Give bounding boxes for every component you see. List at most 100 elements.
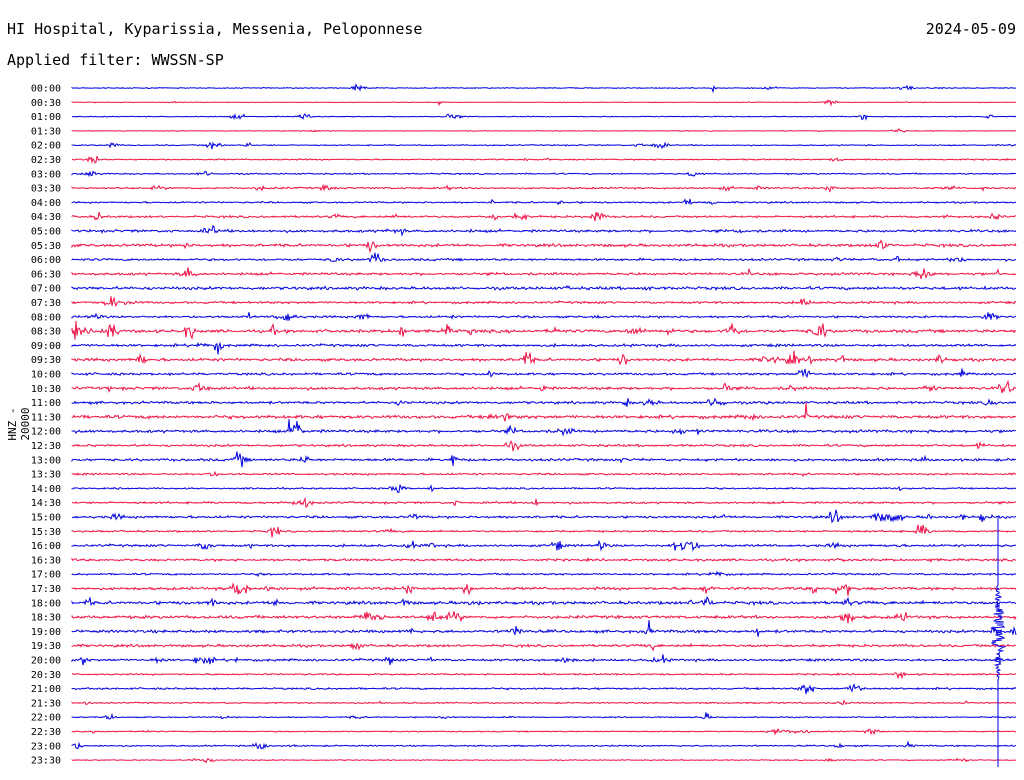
seismic-trace [71,419,1017,437]
seismic-trace [71,224,1017,237]
time-label: 12:00 [31,427,61,438]
time-label: 01:00 [31,112,61,123]
time-label: 13:30 [31,470,61,481]
time-label: 17:30 [31,584,61,595]
seismic-trace [71,296,1017,308]
time-label: 21:30 [31,698,61,709]
time-label: 18:30 [31,613,61,624]
time-label: 21:00 [31,684,61,695]
seismic-trace [71,727,1017,736]
seismic-trace [71,402,1017,422]
seismic-trace [71,341,1017,355]
date-label: 2024-05-09 [925,20,1016,38]
seismic-trace [71,582,1017,596]
seismic-trace [71,496,1017,509]
time-label: 11:30 [31,412,61,423]
time-label: 00:00 [31,84,61,95]
time-label: 19:00 [31,627,61,638]
time-label: 09:30 [31,355,61,366]
time-label: 00:30 [31,98,61,109]
seismic-trace [71,596,1017,607]
time-label: 04:00 [31,198,61,209]
seismic-trace [71,252,1017,263]
time-label: 20:00 [31,656,61,667]
seismic-trace [71,484,1017,494]
seismic-trace [71,99,1017,107]
filter-label: Applied filter: WWSSN-SP [7,51,224,69]
seismic-trace [71,757,1017,764]
time-label: 12:30 [31,441,61,452]
earthquake-signal [990,517,1007,767]
seismic-trace [71,211,1017,222]
time-label: 13:00 [31,455,61,466]
time-label: 16:30 [31,555,61,566]
time-label: 15:00 [31,513,61,524]
seismic-trace [71,671,1017,680]
seismic-trace [71,451,1017,468]
seismic-trace [71,170,1017,178]
time-label: 18:00 [31,598,61,609]
seismic-trace [71,642,1017,652]
time-label: 02:00 [31,141,61,152]
seismic-trace [71,141,1017,150]
seismic-trace [71,198,1017,206]
seismic-trace [71,379,1017,394]
time-label: 23:30 [31,756,61,767]
time-label: 08:00 [31,312,61,323]
seismic-trace [71,397,1017,407]
time-label: 22:30 [31,727,61,738]
time-label: 14:00 [31,484,61,495]
time-label: 04:30 [31,212,61,223]
time-label: 10:00 [31,370,61,381]
time-label: 15:30 [31,527,61,538]
time-label: 09:00 [31,341,61,352]
station-title: HI Hospital, Kyparissia, Messenia, Pelop… [7,20,423,38]
seismic-trace [71,654,1017,666]
seismic-trace [71,611,1017,624]
seismic-trace [71,239,1017,254]
time-label: 01:30 [31,126,61,137]
seismic-trace [71,439,1017,452]
seismic-trace [71,539,1017,552]
seismic-trace [71,524,1017,538]
time-label: 11:00 [31,398,61,409]
seismic-trace [71,320,1017,341]
seismic-trace [71,470,1017,477]
time-label: 05:00 [31,227,61,238]
seismic-trace [71,712,1017,720]
seismic-trace [71,620,1017,637]
seismic-trace [71,699,1017,706]
seismic-trace [71,570,1017,578]
time-label: 08:30 [31,327,61,338]
time-label: 17:00 [31,570,61,581]
seismic-trace [71,740,1017,750]
seismic-trace [71,682,1017,695]
time-label: 06:30 [31,269,61,280]
time-label: 23:00 [31,741,61,752]
time-label: 05:30 [31,241,61,252]
seismic-trace [71,509,1017,524]
seismic-trace [71,350,1017,366]
seismic-trace [71,312,1017,321]
seismic-trace [71,83,1017,94]
seismic-trace [71,128,1017,133]
seismic-trace [71,284,1017,292]
time-label: 19:30 [31,641,61,652]
time-label: 03:30 [31,184,61,195]
time-label: 22:00 [31,713,61,724]
seismic-trace [71,267,1017,280]
time-label: 07:00 [31,284,61,295]
seismic-trace [72,113,1017,121]
time-label: 16:00 [31,541,61,552]
seismic-trace [71,368,1017,379]
seismic-trace [71,556,1017,563]
time-label: 20:30 [31,670,61,681]
time-label: 14:30 [31,498,61,509]
time-label: 02:30 [31,155,61,166]
seismic-trace [71,183,1017,193]
seismic-trace [71,155,1017,164]
time-label: 10:30 [31,384,61,395]
time-label: 03:00 [31,169,61,180]
time-label: 07:30 [31,298,61,309]
